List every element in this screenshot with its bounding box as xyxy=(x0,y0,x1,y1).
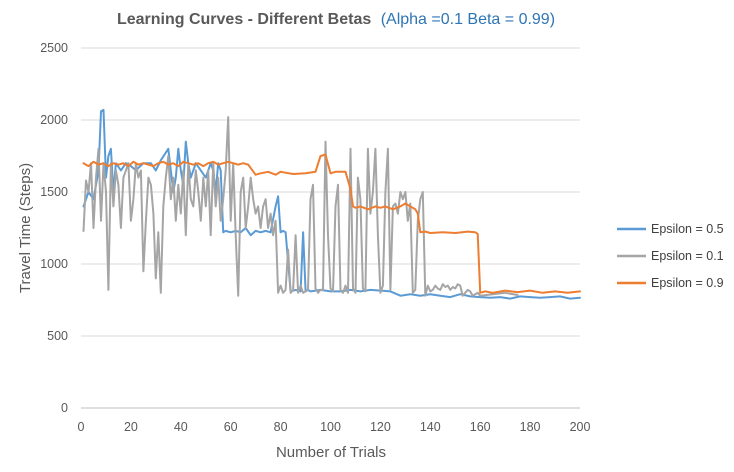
y-axis-label: Travel Time (Steps) xyxy=(17,163,34,293)
series-line-1 xyxy=(82,108,581,300)
chart-title: Learning Curves - Different Betas (Alpha… xyxy=(117,11,555,28)
y-tick-label: 2500 xyxy=(40,41,68,55)
y-tick-label: 1000 xyxy=(40,257,68,271)
series-line-2 xyxy=(82,116,519,297)
gridlines xyxy=(81,47,580,409)
x-tick-label: 40 xyxy=(174,420,188,434)
series-line-3 xyxy=(82,153,581,294)
y-tick-label: 1500 xyxy=(40,185,68,199)
x-tick-label: 80 xyxy=(274,420,288,434)
y-tick-label: 2000 xyxy=(40,113,68,127)
legend-label-2: Epsilon = 0.1 xyxy=(651,249,724,263)
y-tick-label: 500 xyxy=(47,329,68,343)
x-tick-label: 100 xyxy=(320,420,341,434)
x-tick-label: 200 xyxy=(570,420,591,434)
chart-title-main: Learning Curves - Different Betas xyxy=(117,11,371,28)
x-tick-label: 0 xyxy=(78,420,85,434)
series-lines xyxy=(82,108,581,300)
x-tick-label: 120 xyxy=(370,420,391,434)
chart-title-subtitle: (Alpha =0.1 Beta = 0.99) xyxy=(381,11,555,28)
x-tick-label: 20 xyxy=(124,420,138,434)
y-axis-ticks: 0 500 1000 1500 2000 2500 xyxy=(40,41,68,415)
legend-label-3: Epsilon = 0.9 xyxy=(651,276,724,290)
legend-label-1: Epsilon = 0.5 xyxy=(651,222,724,236)
legend: Epsilon = 0.5 Epsilon = 0.1 Epsilon = 0.9 xyxy=(617,222,724,290)
x-tick-label: 140 xyxy=(420,420,441,434)
x-tick-label: 60 xyxy=(224,420,238,434)
x-axis-label: Number of Trials xyxy=(276,444,386,461)
x-tick-label: 180 xyxy=(520,420,541,434)
y-tick-label: 0 xyxy=(61,401,68,415)
x-axis-ticks: 0 20 40 60 80 100 120 140 160 180 200 xyxy=(78,420,591,434)
x-tick-label: 160 xyxy=(470,420,491,434)
